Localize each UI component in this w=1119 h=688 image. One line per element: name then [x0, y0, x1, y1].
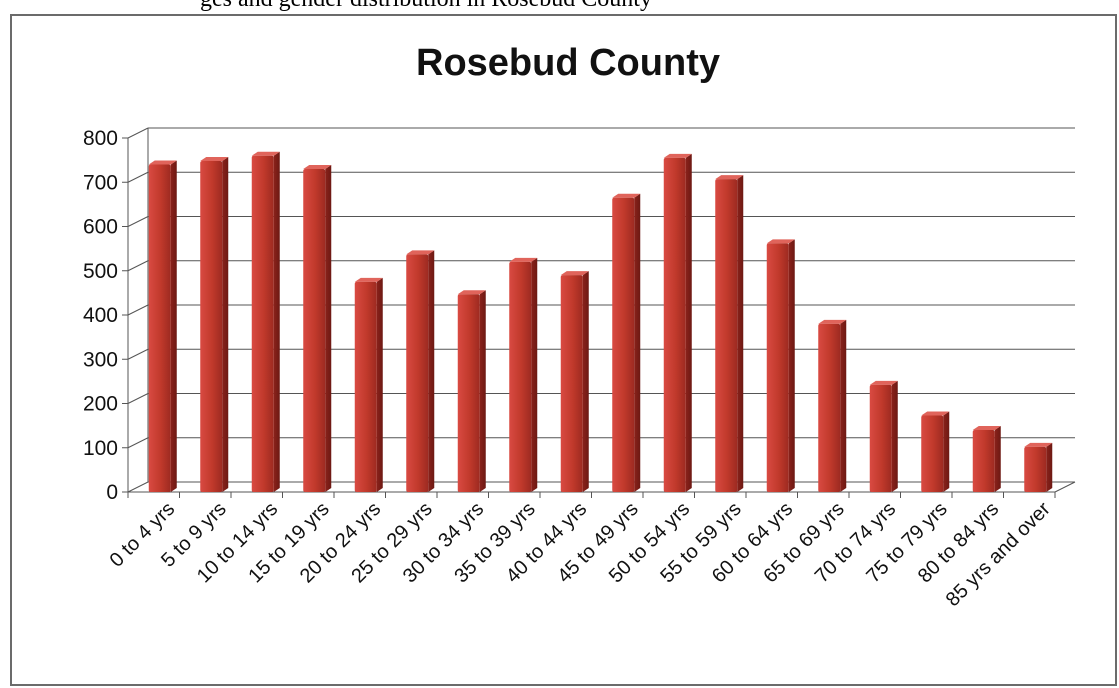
bar-side	[222, 157, 229, 492]
chart-title: Rosebud County	[416, 42, 720, 84]
bar	[457, 294, 480, 492]
bar-side	[376, 277, 383, 492]
gridline-diagonal	[127, 393, 149, 404]
bar-side	[1046, 442, 1053, 492]
bar	[148, 164, 171, 493]
y-tick-label: 400	[83, 304, 118, 327]
bar-side	[479, 290, 486, 492]
bar	[663, 157, 686, 492]
bar	[509, 261, 532, 492]
bar-side	[531, 257, 538, 492]
bar-side	[891, 380, 898, 492]
bar-side	[994, 426, 1001, 492]
bar	[406, 254, 429, 492]
header-fragment-text: ges and gender distribution in Rosebud C…	[200, 0, 652, 13]
gridline-diagonal	[127, 127, 149, 139]
bar-top	[818, 319, 847, 324]
y-tick-label: 200	[83, 393, 118, 416]
y-tick-label: 800	[83, 127, 118, 150]
bar-top	[406, 250, 435, 255]
bar	[766, 243, 789, 492]
bar	[1024, 446, 1047, 492]
bar-side	[943, 411, 950, 492]
chart-frame: Rosebud County 0 100 200 300 400 500 600 700 800…	[10, 14, 1117, 686]
gridline-diagonal	[127, 348, 149, 360]
floor-edge	[1054, 481, 1076, 493]
bar-side	[737, 175, 744, 492]
bar-top	[200, 157, 229, 162]
bar-top	[354, 277, 383, 282]
y-tick-label: 500	[83, 260, 118, 283]
bar	[612, 197, 635, 493]
y-tick-label: 300	[83, 348, 118, 371]
header-fragment: ges and gender distribution in Rosebud C…	[0, 0, 1119, 16]
bar-top	[509, 257, 538, 262]
bar-side	[170, 160, 177, 493]
bar	[921, 415, 944, 492]
gridline-diagonal	[127, 171, 149, 183]
bar	[303, 168, 326, 492]
gridline-diagonal	[127, 304, 149, 316]
y-tick-label: 0	[106, 481, 118, 504]
bar	[251, 155, 274, 492]
bar	[818, 323, 841, 492]
bar-top	[251, 151, 280, 156]
bar	[200, 161, 223, 492]
bar-top	[457, 290, 486, 295]
gridline-diagonal	[127, 216, 149, 227]
bar	[869, 384, 892, 492]
bar-top	[148, 160, 177, 165]
bar	[354, 281, 377, 492]
bar-side	[273, 151, 280, 492]
bar	[560, 275, 583, 492]
bar-top	[303, 164, 332, 169]
gridline-diagonal	[127, 481, 149, 493]
bar	[715, 179, 738, 492]
bar-side	[428, 250, 435, 492]
bar-top	[1024, 442, 1053, 447]
bar-top	[612, 193, 641, 198]
y-tick-label: 100	[83, 437, 118, 460]
bar-side	[634, 193, 641, 493]
bar-chart: Rosebud County 0 100 200 300 400 500 600 700 800…	[83, 42, 1076, 611]
y-tick-label: 700	[83, 171, 118, 194]
bar-side	[840, 319, 847, 492]
bar-top	[921, 411, 950, 416]
bar	[972, 430, 995, 492]
bar-side	[685, 153, 692, 492]
bar-top	[663, 153, 692, 158]
bar-top	[972, 426, 1001, 431]
gridline-diagonal	[127, 260, 149, 272]
gridline-diagonal	[127, 437, 149, 449]
bar-side	[325, 164, 332, 492]
bar-top	[715, 175, 744, 180]
bar-side	[582, 271, 589, 492]
bar-side	[788, 239, 795, 492]
y-tick-label: 600	[83, 216, 118, 239]
bar-top	[560, 271, 589, 276]
bar-top	[766, 239, 795, 244]
bar-top	[869, 380, 898, 385]
